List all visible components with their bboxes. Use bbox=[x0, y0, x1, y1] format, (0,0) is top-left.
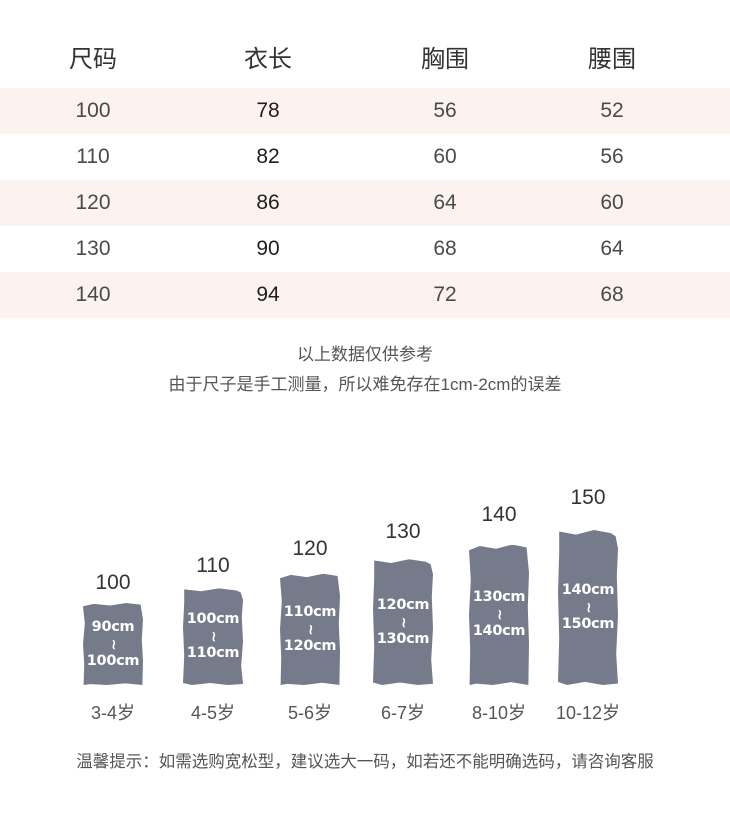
bar-range-from: 120cm bbox=[376, 596, 430, 613]
cell-waist: 68 bbox=[600, 283, 624, 306]
header-waist: 腰围 bbox=[588, 46, 636, 73]
bar-range-separator: ~ bbox=[491, 608, 508, 621]
cell-waist: 60 bbox=[600, 191, 624, 214]
height-bar: 90cm ~ 100cm bbox=[83, 603, 143, 685]
bar-range-to: 150cm bbox=[561, 616, 615, 632]
sizing-tip: 温馨提示：如需选购宽松型，建议选大一码，如若还不能明确选码，请咨询客服 bbox=[76, 753, 654, 771]
reference-note: 以上数据仅供参考 bbox=[297, 345, 433, 364]
cell-length: 90 bbox=[256, 237, 280, 260]
bar-range-separator: ~ bbox=[205, 630, 222, 643]
cell-waist: 56 bbox=[600, 145, 624, 168]
bar-age-label: 5-6岁 bbox=[287, 703, 332, 723]
bar-size-label: 140 bbox=[481, 503, 517, 526]
bar-range-separator: ~ bbox=[395, 616, 412, 629]
bar-range-from: 110cm bbox=[283, 603, 337, 620]
bar-range-from: 130cm bbox=[472, 589, 526, 606]
cell-size: 140 bbox=[75, 283, 111, 306]
bar-size-label: 150 bbox=[570, 486, 606, 509]
cell-chest: 68 bbox=[433, 237, 457, 260]
bar-range-to: 140cm bbox=[472, 623, 526, 640]
cell-chest: 56 bbox=[433, 99, 457, 122]
measurement-error-note: 由于尺子是手工测量，所以难免存在1cm-2cm的误差 bbox=[168, 375, 562, 394]
bar-size-label: 100 bbox=[95, 571, 131, 594]
bar-range-from: 100cm bbox=[186, 611, 240, 628]
bar-age-label: 4-5岁 bbox=[190, 703, 235, 723]
cell-size: 130 bbox=[75, 237, 111, 260]
cell-chest: 60 bbox=[433, 145, 457, 168]
cell-size: 120 bbox=[75, 191, 111, 214]
table-row: 120 86 64 60 bbox=[0, 180, 730, 226]
bar-range-to: 130cm bbox=[376, 630, 430, 647]
header-length: 衣长 bbox=[244, 46, 292, 73]
height-bar: 110cm ~ 120cm bbox=[280, 573, 340, 685]
bar-range-separator: ~ bbox=[105, 638, 122, 650]
cell-length: 94 bbox=[256, 283, 280, 306]
header-chest: 胸围 bbox=[421, 46, 469, 73]
bar-size-label: 120 bbox=[292, 537, 328, 560]
bar-range-separator: ~ bbox=[302, 623, 319, 636]
cell-length: 86 bbox=[256, 191, 280, 214]
cell-length: 78 bbox=[256, 99, 280, 122]
table-row: 130 90 68 64 bbox=[0, 226, 730, 272]
bar-age-label: 3-4岁 bbox=[90, 703, 135, 723]
height-bar: 120cm ~ 130cm bbox=[373, 559, 433, 685]
bar-size-label: 130 bbox=[385, 520, 421, 543]
height-bar: 130cm ~ 140cm bbox=[469, 544, 529, 685]
bar-age-label: 8-10岁 bbox=[471, 703, 527, 723]
cell-waist: 52 bbox=[600, 99, 624, 122]
header-size: 尺码 bbox=[69, 46, 117, 73]
cell-waist: 64 bbox=[600, 237, 624, 260]
cell-size: 100 bbox=[75, 99, 111, 122]
table-row: 110 82 60 56 bbox=[0, 134, 730, 180]
cell-chest: 64 bbox=[433, 191, 457, 214]
height-bar: 140cm ~ 150cm bbox=[558, 530, 618, 685]
bar-range-from: 90cm bbox=[91, 618, 135, 635]
bar-range-to: 120cm bbox=[283, 637, 337, 654]
height-bar: 100cm ~ 110cm bbox=[183, 588, 243, 685]
bar-age-label: 10-12岁 bbox=[555, 703, 621, 723]
bar-range-separator: ~ bbox=[580, 601, 597, 614]
cell-chest: 72 bbox=[433, 283, 457, 306]
bar-range-to: 100cm bbox=[86, 652, 140, 669]
table-header: 尺码 衣长 胸围 腰围 bbox=[0, 40, 730, 80]
cell-size: 110 bbox=[76, 145, 110, 168]
bar-range-from: 140cm bbox=[561, 582, 615, 598]
bar-age-label: 6-7岁 bbox=[380, 703, 425, 723]
bar-size-label: 110 bbox=[196, 554, 230, 577]
table-row: 140 94 72 68 bbox=[0, 272, 730, 318]
cell-length: 82 bbox=[256, 145, 280, 168]
table-row: 100 78 56 52 bbox=[0, 88, 730, 134]
bar-range-to: 110cm bbox=[186, 645, 240, 662]
